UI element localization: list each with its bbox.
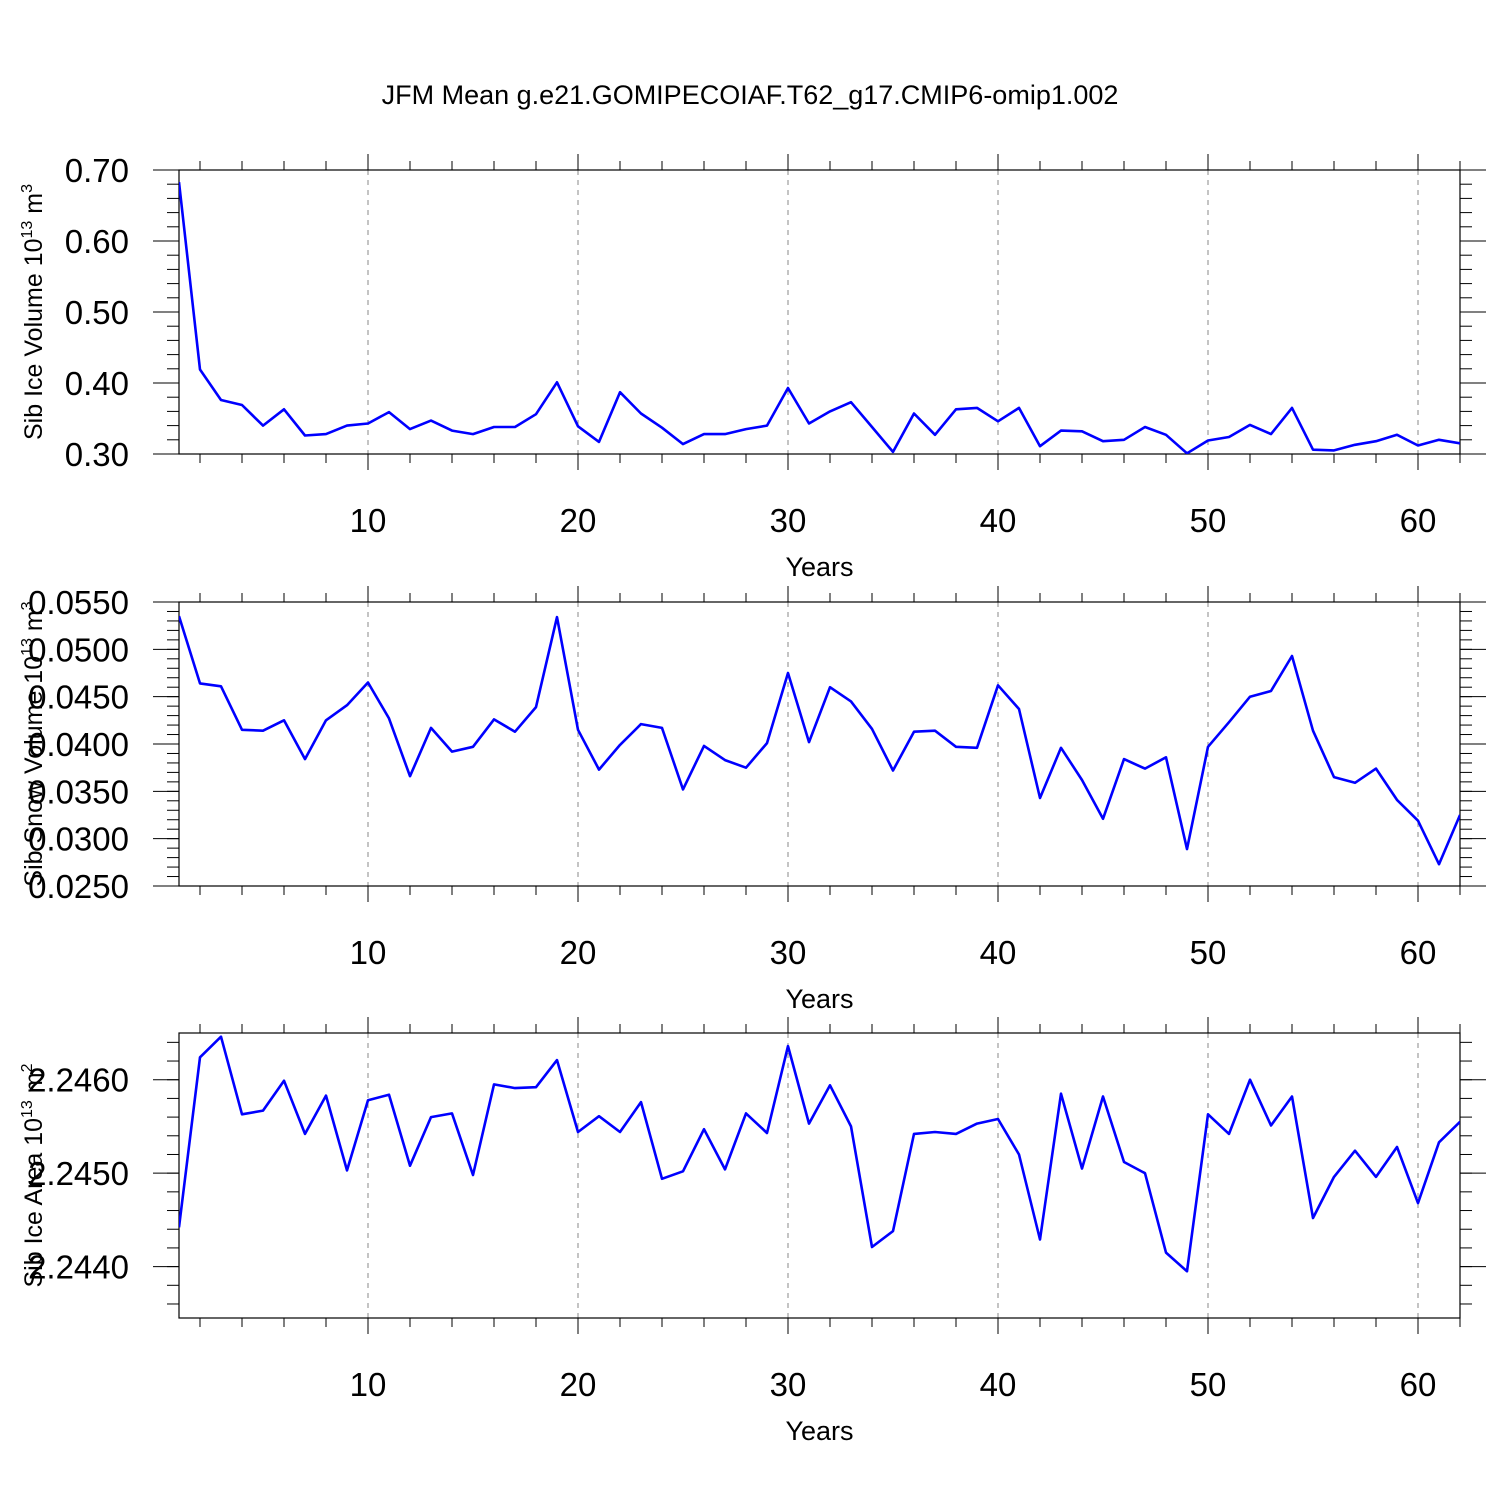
x-tick-label: 10 bbox=[350, 1366, 387, 1403]
y-axis-label-part: Sib Snow Volume 10 bbox=[20, 656, 48, 887]
y-tick-label: 0.0250 bbox=[28, 868, 129, 905]
x-tick-label: 50 bbox=[1190, 934, 1227, 971]
y-tick-label: 0.40 bbox=[65, 365, 129, 402]
x-tick-label: 30 bbox=[770, 1366, 807, 1403]
y-axis-label-part: Sib Ice Volume 10 bbox=[20, 238, 48, 440]
x-tick-label: 50 bbox=[1190, 1366, 1227, 1403]
x-tick-label: 10 bbox=[350, 502, 387, 539]
y-tick-label: 0.0400 bbox=[28, 726, 129, 763]
y-axis-label-superscript: 2 bbox=[19, 1063, 36, 1072]
y-tick-label: 0.0350 bbox=[28, 773, 129, 810]
y-axis-label-superscript: 13 bbox=[19, 221, 36, 239]
y-tick-label: 0.0450 bbox=[28, 679, 129, 716]
y-axis-label-superscript: 3 bbox=[19, 184, 36, 193]
y-axis-label-superscript: 3 bbox=[19, 601, 36, 610]
figure-title: JFM Mean g.e21.GOMIPECOIAF.T62_g17.CMIP6… bbox=[381, 80, 1119, 110]
y-tick-label: 0.0550 bbox=[28, 584, 129, 621]
x-tick-label: 20 bbox=[560, 502, 597, 539]
x-tick-label: 30 bbox=[770, 502, 807, 539]
x-tick-label: 50 bbox=[1190, 502, 1227, 539]
y-tick-label: 0.30 bbox=[65, 436, 129, 473]
x-axis-label: Years bbox=[785, 552, 853, 582]
y-axis-label-part: m bbox=[20, 1072, 48, 1100]
x-tick-label: 20 bbox=[560, 934, 597, 971]
plot-frame bbox=[178, 601, 1461, 887]
x-tick-label: 10 bbox=[350, 934, 387, 971]
series-line bbox=[179, 181, 1460, 454]
panel-1: 10 20 30 40 50 60 0.30 0.40 0.50 0.60 0.70 Years Sib… bbox=[19, 152, 1486, 582]
y-tick-label: 2.2460 bbox=[28, 1062, 129, 1099]
x-tick-label: 60 bbox=[1400, 1366, 1437, 1403]
y-tick-label: 0.0300 bbox=[28, 821, 129, 858]
x-axis-label: Years bbox=[785, 1416, 853, 1446]
y-axis-label-superscript: 13 bbox=[19, 1100, 36, 1118]
plot-frame bbox=[178, 169, 1461, 455]
panel-3: 10 20 30 40 50 60 2.2440 2.2450 2.2460 Years Sib I… bbox=[19, 1017, 1486, 1446]
y-tick-label: 0.70 bbox=[65, 152, 129, 189]
y-tick-label: 0.60 bbox=[65, 223, 129, 260]
y-axis-label: Sib Ice Area 1013 m2 bbox=[19, 1063, 48, 1287]
y-axis-label-part: Sib Ice Area 10 bbox=[20, 1118, 48, 1288]
series-line bbox=[179, 1035, 1460, 1273]
plot-frame bbox=[178, 1032, 1461, 1319]
x-tick-label: 20 bbox=[560, 1366, 597, 1403]
y-tick-label: 0.0500 bbox=[28, 631, 129, 668]
x-tick-label: 40 bbox=[980, 1366, 1017, 1403]
y-axis-label-superscript: 13 bbox=[19, 638, 36, 656]
y-axis-label: Sib Snow Volume 1013 m3 bbox=[19, 601, 48, 886]
x-axis-label: Years bbox=[785, 984, 853, 1014]
series-line bbox=[179, 615, 1460, 866]
y-tick-label: 2.2450 bbox=[28, 1155, 129, 1192]
y-axis-label: Sib Ice Volume 1013 m3 bbox=[19, 184, 48, 440]
y-axis-label-part: m bbox=[20, 193, 48, 221]
x-tick-label: 40 bbox=[980, 934, 1017, 971]
y-axis-label-part: m bbox=[20, 610, 48, 638]
y-tick-label: 2.2440 bbox=[28, 1249, 129, 1286]
x-tick-label: 40 bbox=[980, 502, 1017, 539]
y-tick-label: 0.50 bbox=[65, 294, 129, 331]
panel-2: 10 20 30 40 50 60 0.0250 0.0300 0.0350 0.0400 0.04… bbox=[19, 584, 1486, 1014]
x-tick-label: 60 bbox=[1400, 502, 1437, 539]
x-tick-label: 60 bbox=[1400, 934, 1437, 971]
x-tick-label: 30 bbox=[770, 934, 807, 971]
